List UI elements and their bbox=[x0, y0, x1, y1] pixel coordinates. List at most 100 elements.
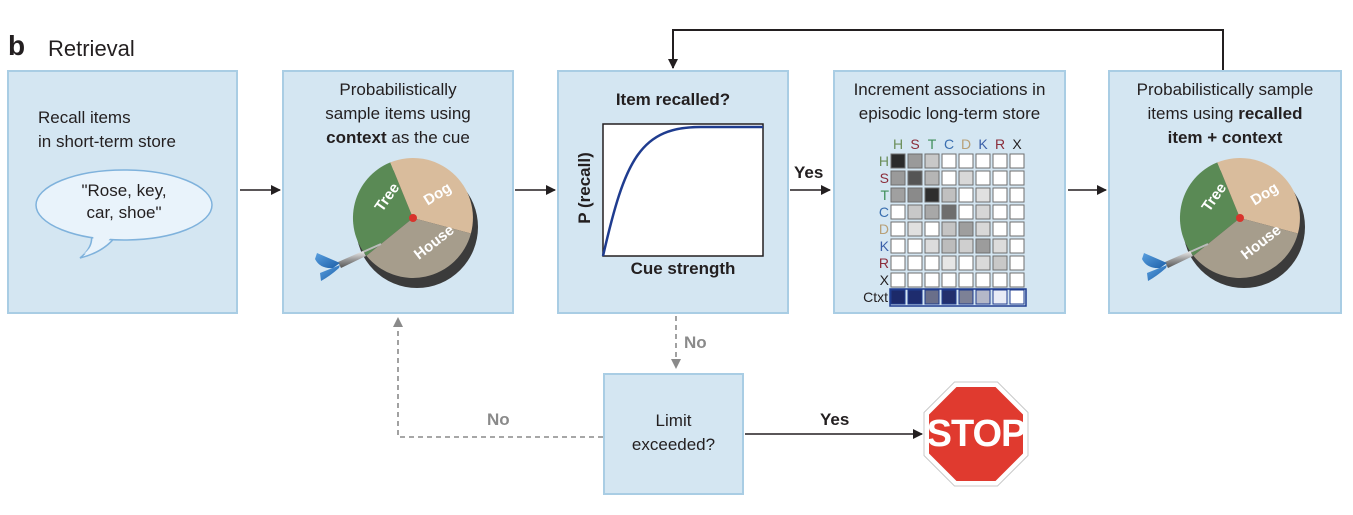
matrix-cell bbox=[941, 255, 957, 271]
association-matrix bbox=[889, 153, 1027, 307]
panel-letter: b bbox=[8, 30, 26, 61]
matrix-cell bbox=[1009, 204, 1025, 220]
matrix-cell bbox=[890, 221, 906, 237]
sample-recalled-line1: Probabilistically sample bbox=[1136, 80, 1314, 99]
matrix-cell bbox=[907, 170, 923, 186]
matrix-cell bbox=[975, 255, 991, 271]
matrix-cell bbox=[924, 221, 940, 237]
matrix-row-label: Ctxt bbox=[863, 289, 888, 305]
matrix-cell bbox=[975, 238, 991, 254]
matrix-cell bbox=[992, 255, 1008, 271]
matrix-col-label: R bbox=[994, 136, 1006, 152]
matrix-cell bbox=[890, 238, 906, 254]
matrix-cell bbox=[890, 187, 906, 203]
matrix-cell bbox=[992, 272, 1008, 288]
matrix-cell bbox=[958, 255, 974, 271]
sample-recalled-line3: item + context bbox=[1167, 128, 1283, 147]
matrix-ctxt-cell bbox=[924, 289, 940, 305]
matrix-ctxt-cell bbox=[890, 289, 906, 305]
recall-curve bbox=[601, 125, 763, 257]
matrix-cell bbox=[924, 170, 940, 186]
matrix-col-label: X bbox=[1012, 136, 1022, 152]
matrix-cell bbox=[907, 272, 923, 288]
matrix-cell bbox=[924, 153, 940, 169]
speech-text: "Rose, key, car, shoe" bbox=[54, 180, 194, 224]
sample-context-text: Probabilistically sample items using con… bbox=[284, 78, 512, 150]
matrix-col-label: H bbox=[892, 136, 904, 152]
matrix-cell bbox=[975, 170, 991, 186]
matrix-cell bbox=[924, 272, 940, 288]
matrix-ctxt-cell bbox=[1009, 289, 1025, 305]
matrix-cell bbox=[958, 272, 974, 288]
matrix-cell bbox=[992, 221, 1008, 237]
matrix-cell bbox=[907, 238, 923, 254]
y-axis-label: P (recall) bbox=[575, 152, 594, 224]
no-limit-label: No bbox=[487, 410, 510, 429]
arrow-loop-back bbox=[668, 29, 1224, 70]
matrix-cell bbox=[941, 204, 957, 220]
x-axis-label: Cue strength bbox=[630, 259, 736, 278]
dart-icon-2 bbox=[1142, 243, 1209, 281]
matrix-cell bbox=[958, 170, 974, 186]
matrix-cell bbox=[890, 204, 906, 220]
matrix-row-label: K bbox=[879, 238, 889, 254]
yes-recalled-label: Yes bbox=[794, 163, 824, 182]
matrix-cell bbox=[992, 170, 1008, 186]
matrix-col-label: T bbox=[927, 136, 937, 152]
matrix-cell bbox=[992, 204, 1008, 220]
matrix-cell bbox=[941, 170, 957, 186]
matrix-cell bbox=[992, 187, 1008, 203]
matrix-row-label: S bbox=[879, 170, 889, 186]
dart-icon bbox=[315, 243, 382, 281]
matrix-cell bbox=[890, 272, 906, 288]
yes-limit-label: Yes bbox=[820, 410, 850, 429]
matrix-cell bbox=[941, 272, 957, 288]
matrix-cell bbox=[890, 153, 906, 169]
matrix-cell bbox=[1009, 255, 1025, 271]
sample-recalled-text: Probabilistically sample items using rec… bbox=[1110, 78, 1340, 150]
matrix-cell bbox=[975, 187, 991, 203]
speech-line2: car, shoe" bbox=[86, 203, 162, 222]
matrix-row-label: C bbox=[878, 204, 889, 220]
recall-curve-plot bbox=[601, 123, 764, 257]
sample-context-line2: sample items using bbox=[325, 104, 471, 123]
matrix-cell bbox=[924, 238, 940, 254]
limit-line1: Limit bbox=[655, 411, 692, 430]
matrix-ctxt-cell bbox=[992, 289, 1008, 305]
box-limit-exceeded bbox=[603, 373, 744, 495]
sample-context-line1: Probabilistically bbox=[339, 80, 457, 99]
matrix-cell bbox=[1009, 238, 1025, 254]
panel-title: Retrieval bbox=[48, 36, 135, 61]
matrix-col-label: D bbox=[960, 136, 972, 152]
context-word: context bbox=[326, 128, 387, 147]
recall-text: Recall items in short-term store bbox=[20, 106, 218, 154]
limit-line2: exceeded? bbox=[631, 435, 716, 454]
matrix-cell bbox=[975, 221, 991, 237]
recall-line2: in short-term store bbox=[38, 132, 176, 151]
matrix-row-label: X bbox=[879, 272, 889, 288]
matrix-cell bbox=[890, 255, 906, 271]
matrix-cell bbox=[958, 204, 974, 220]
matrix-cell bbox=[907, 221, 923, 237]
matrix-cell bbox=[975, 153, 991, 169]
matrix-cell bbox=[1009, 221, 1025, 237]
matrix-col-label: K bbox=[978, 136, 988, 152]
matrix-cell bbox=[941, 187, 957, 203]
matrix-cell bbox=[924, 255, 940, 271]
matrix-cell bbox=[1009, 187, 1025, 203]
matrix-col-label: C bbox=[943, 136, 955, 152]
matrix-cell bbox=[907, 204, 923, 220]
matrix-col-label: S bbox=[910, 136, 920, 152]
matrix-cell bbox=[958, 238, 974, 254]
speech-line1: "Rose, key, bbox=[81, 181, 167, 200]
dartboard-context: Tree Dog House bbox=[315, 157, 478, 288]
matrix-cell bbox=[1009, 170, 1025, 186]
matrix-cell bbox=[907, 153, 923, 169]
matrix-cell bbox=[907, 187, 923, 203]
sample-context-line3: context as the cue bbox=[284, 126, 512, 150]
matrix-ctxt-cell bbox=[975, 289, 991, 305]
matrix-cell bbox=[890, 170, 906, 186]
no-recalled-label: No bbox=[684, 333, 707, 352]
matrix-cell bbox=[958, 153, 974, 169]
matrix-row-label: H bbox=[878, 153, 889, 169]
